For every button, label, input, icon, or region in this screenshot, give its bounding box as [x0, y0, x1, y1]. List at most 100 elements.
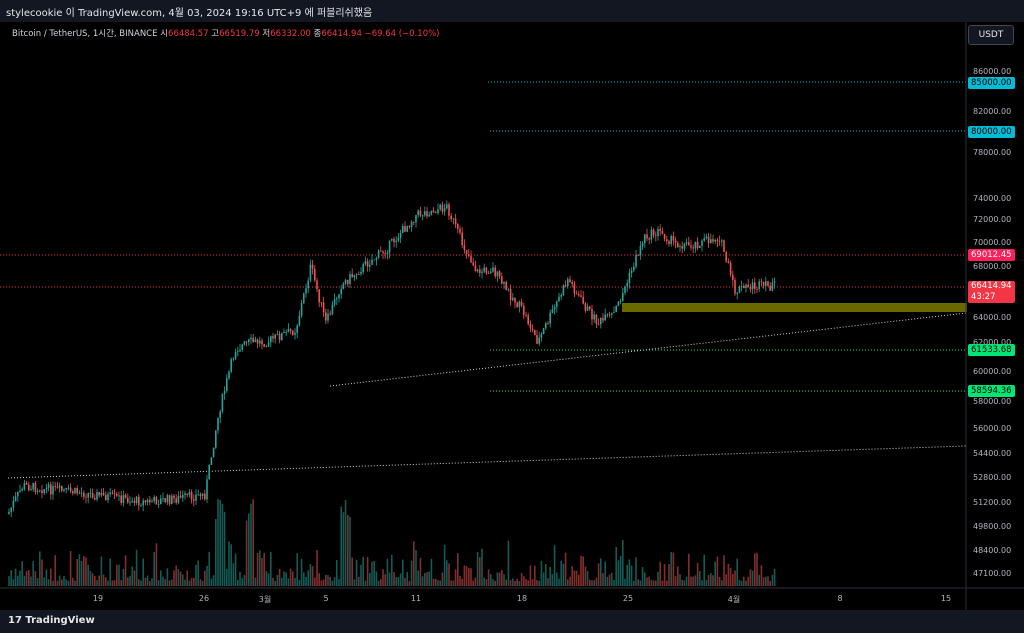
currency-button[interactable]: USDT [968, 25, 1014, 45]
candle-body [276, 334, 279, 335]
volume-bar [419, 558, 422, 586]
volume-bar [476, 552, 479, 586]
candle-body [415, 214, 417, 223]
candle-body [285, 331, 287, 333]
volume-bar [74, 580, 76, 586]
candle-body [507, 289, 510, 291]
volume-bar [758, 574, 760, 586]
volume-bar [83, 556, 85, 586]
candle-body [692, 247, 694, 249]
volume-bar [633, 580, 635, 586]
candle-body [179, 495, 182, 498]
volume-bar [353, 579, 356, 586]
volume-bar [602, 573, 604, 586]
publish-info: stylecookie 이 TradingView.com, 4월 03, 20… [6, 8, 373, 19]
candle-body [388, 240, 391, 253]
volume-bar [738, 579, 741, 586]
candle-body [683, 243, 686, 249]
volume-bar [320, 580, 323, 586]
candle-body [72, 491, 74, 494]
candle-body [10, 507, 12, 512]
volume-bar [586, 571, 589, 586]
candle-body [96, 491, 98, 500]
volume-bar [98, 575, 100, 586]
volume-bar [571, 566, 573, 586]
candle-body [50, 484, 52, 495]
volume-bar [314, 577, 316, 586]
candle-body [201, 493, 204, 497]
candle-body [712, 239, 714, 242]
volume-bar [162, 576, 164, 586]
volume-bar [360, 564, 362, 586]
volume-bar [492, 579, 494, 586]
candle-body [648, 238, 650, 240]
volume-bar [331, 580, 334, 586]
volume-bar [641, 566, 644, 586]
volume-bar [292, 571, 294, 586]
volume-bar [369, 573, 371, 586]
volume-bar [479, 557, 481, 586]
y-tick: 74000.00 [973, 194, 1012, 203]
volume-bar [254, 577, 257, 586]
candle-body [155, 496, 158, 505]
volume-bar [430, 558, 433, 586]
volume-bar [140, 580, 142, 586]
candle-body [366, 261, 369, 267]
volume-bar [723, 555, 725, 586]
candle-body [377, 250, 380, 258]
volume-bar [380, 579, 382, 586]
volume-bar [358, 576, 360, 586]
x-tick: 26 [198, 594, 210, 603]
candle-body [536, 335, 538, 344]
candle-body [245, 341, 248, 343]
volume-bar [666, 580, 668, 586]
candle-body [228, 371, 230, 379]
candle-body [342, 283, 345, 289]
volume-bar [461, 578, 463, 586]
candle-body [769, 285, 771, 291]
volume-bar [85, 557, 87, 586]
price-badge-58594: 58594.36 [968, 385, 1015, 397]
candle-body [298, 315, 301, 326]
volume-bar [578, 574, 580, 586]
candle-body [107, 494, 109, 501]
candle-body [14, 496, 17, 501]
volume-bar [624, 578, 626, 586]
volume-bar [584, 566, 587, 586]
symbol-name[interactable]: Bitcoin / TetherUS, 1시간, BINANCE [12, 29, 158, 39]
volume-bar [637, 579, 639, 586]
volume-bar [47, 579, 50, 586]
volume-bar [157, 580, 160, 586]
candle-body [89, 492, 92, 494]
candle-body [426, 211, 428, 217]
candle-body [503, 281, 505, 284]
volume-bar [384, 574, 386, 586]
price-badge-80000: 80000.00 [968, 126, 1015, 138]
tradingview-logo[interactable]: 17 TradingView [8, 615, 95, 626]
chart-area[interactable] [0, 22, 1024, 610]
candle-body [351, 274, 353, 278]
y-tick: 48400.00 [973, 546, 1012, 555]
candle-body [85, 496, 87, 498]
candle-body [604, 314, 606, 321]
candle-body [168, 495, 171, 504]
volume-bar [716, 556, 719, 586]
volume-bar [94, 575, 96, 586]
volume-bar [129, 575, 131, 586]
volume-bar [305, 576, 307, 586]
candle-body [714, 239, 716, 242]
candle-body [17, 491, 19, 497]
volume-bar [333, 577, 336, 586]
volume-bar [457, 553, 459, 586]
candle-body [325, 312, 327, 321]
volume-bar [718, 576, 721, 586]
volume-bar [219, 499, 221, 586]
volume-bar [518, 580, 521, 586]
candle-body [637, 254, 639, 256]
volume-bar [303, 572, 305, 586]
volume-bar [89, 570, 92, 586]
candle-body [674, 240, 677, 243]
symbol-info[interactable]: Bitcoin / TetherUS, 1시간, BINANCE 시66484.… [12, 29, 440, 39]
price-badge-85000: 85000.00 [968, 77, 1015, 89]
